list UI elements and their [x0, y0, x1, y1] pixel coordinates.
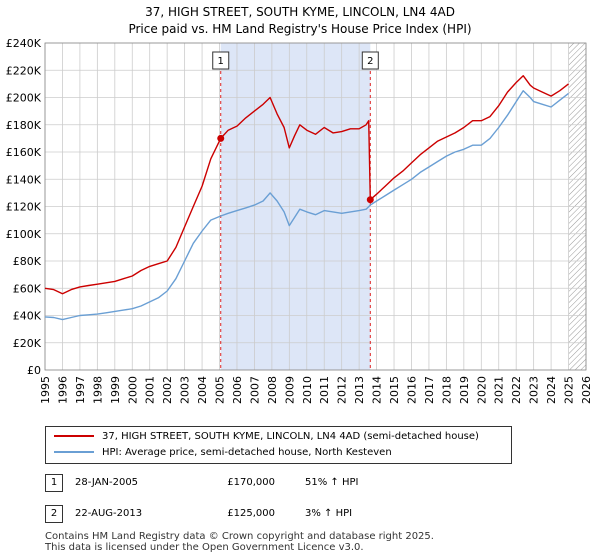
property-price-line: [44, 75, 569, 295]
legend-item-hpi: HPI: Average price, semi-detached house,…: [54, 445, 392, 461]
x-tick-label: 2009: [283, 376, 296, 404]
legend-label-property: 37, HIGH STREET, SOUTH KYME, LINCOLN, LN…: [102, 431, 479, 442]
y-tick-label: £200K: [6, 92, 42, 105]
transaction-point: [366, 196, 374, 204]
transaction-marker-box: [361, 51, 379, 70]
y-tick-label: £60K: [13, 282, 42, 295]
transaction-hpi: 3% ↑ HPI: [305, 508, 353, 519]
transaction-marker-number: 2: [367, 56, 373, 67]
x-tick-label: 2015: [388, 376, 401, 404]
y-tick-label: £0: [27, 364, 41, 377]
x-tick-label: 2022: [510, 376, 523, 404]
x-tick-label: 2023: [528, 376, 541, 404]
y-tick-label: £220K: [6, 64, 42, 77]
transaction-point: [217, 134, 225, 142]
chart-subtitle: Price paid vs. HM Land Registry's House …: [128, 22, 472, 36]
transaction-number: 2: [45, 505, 63, 523]
x-tick-label: 2024: [545, 376, 558, 404]
x-tick-label: 2017: [423, 376, 436, 404]
y-tick-label: £140K: [6, 173, 42, 186]
plot-frame: [44, 42, 587, 371]
x-tick-label: 2020: [475, 376, 488, 404]
x-tick-label: 2025: [563, 376, 576, 404]
x-tick-label: 2012: [336, 376, 349, 404]
x-tick-label: 2004: [196, 376, 209, 404]
chart-title: 37, HIGH STREET, SOUTH KYME, LINCOLN, LN…: [145, 5, 455, 19]
x-tick-label: 2019: [458, 376, 471, 404]
x-tick-label: 1999: [109, 376, 122, 404]
x-tick-label: 2001: [144, 376, 157, 404]
transaction-price: £170,000: [227, 477, 275, 488]
x-tick-label: 2011: [318, 376, 331, 404]
legend-label-hpi: HPI: Average price, semi-detached house,…: [102, 447, 392, 458]
transaction-marker-label: 1: [212, 51, 230, 70]
y-tick-label: £20K: [13, 337, 42, 350]
legend-item-property: 37, HIGH STREET, SOUTH KYME, LINCOLN, LN…: [54, 429, 479, 445]
transaction-marker-label: 2: [361, 51, 379, 70]
y-tick-label: £240K: [6, 37, 42, 50]
x-tick-label: 2002: [161, 376, 174, 404]
transaction-marker-box: [212, 51, 230, 70]
y-tick-label: £120K: [6, 201, 42, 214]
x-tick-label: 2026: [580, 376, 593, 404]
x-tick-label: 2005: [214, 376, 227, 404]
hpi-line: [44, 90, 569, 321]
x-tick-label: 2014: [371, 376, 384, 404]
x-tick-label: 1996: [56, 376, 69, 404]
transaction-date: 28-JAN-2005: [75, 477, 139, 488]
footer-license: This data is licensed under the Open Gov…: [45, 542, 364, 553]
x-tick-label: 1995: [39, 376, 52, 404]
x-tick-label: 1997: [74, 376, 87, 404]
legend-swatch-blue: [54, 451, 94, 453]
x-tick-label: 2000: [126, 376, 139, 404]
x-tick-label: 1998: [91, 376, 104, 404]
y-tick-label: £40K: [13, 310, 42, 323]
x-tick-label: 2008: [266, 376, 279, 404]
price-chart: £0 £20K £40K £60K £80K £100K £120K £140K £160K £1…: [6, 37, 593, 404]
footer-copyright: Contains HM Land Registry data © Crown c…: [45, 531, 434, 542]
y-tick-label: £80K: [13, 255, 42, 268]
x-tick-label: 2021: [493, 376, 506, 404]
transaction-date: 22-AUG-2013: [75, 508, 143, 519]
transaction-row: 1 28-JAN-2005 £170,000 51% ↑ HPI: [45, 473, 585, 493]
x-tick-label: 2016: [405, 376, 418, 404]
legend: 37, HIGH STREET, SOUTH KYME, LINCOLN, LN…: [45, 426, 512, 464]
x-tick-label: 2007: [248, 376, 261, 404]
y-tick-label: £160K: [6, 146, 42, 159]
transaction-row: 2 22-AUG-2013 £125,000 3% ↑ HPI: [45, 504, 585, 524]
x-tick-label: 2010: [301, 376, 314, 404]
transaction-hpi: 51% ↑ HPI: [305, 477, 359, 488]
transaction-marker-number: 1: [218, 56, 224, 67]
x-tick-label: 2013: [353, 376, 366, 404]
x-tick-label: 2006: [231, 376, 244, 404]
y-tick-label: £100K: [6, 228, 42, 241]
transaction-price: £125,000: [227, 508, 275, 519]
x-tick-label: 2003: [179, 376, 192, 404]
footer: Contains HM Land Registry data © Crown c…: [45, 531, 434, 553]
legend-swatch-red: [54, 435, 94, 437]
y-tick-label: £180K: [6, 119, 42, 132]
x-tick-label: 2018: [440, 376, 453, 404]
transaction-number: 1: [45, 474, 63, 492]
